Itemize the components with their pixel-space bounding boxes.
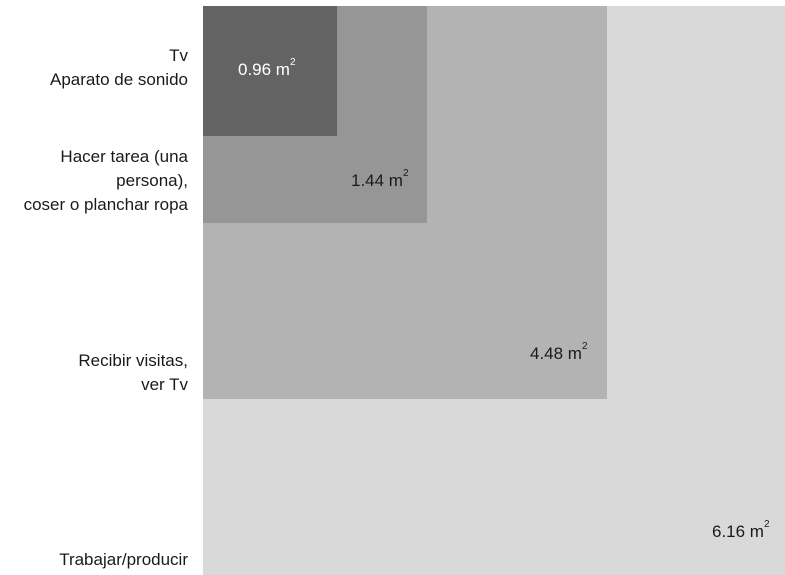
activity-line: Trabajar/producir bbox=[59, 550, 188, 569]
zone-3-activity-label: Recibir visitas, ver Tv bbox=[78, 349, 188, 397]
zone-4-activity-label: Trabajar/producir bbox=[59, 548, 188, 572]
activity-line: coser o planchar ropa bbox=[23, 195, 188, 214]
zone-2-area: 1.44 m2 bbox=[351, 168, 409, 190]
activity-line: ver Tv bbox=[141, 375, 188, 394]
zone-3-area: 4.48 m2 bbox=[530, 341, 588, 363]
activity-line: Aparato de sonido bbox=[50, 70, 188, 89]
activity-line: Recibir visitas, bbox=[78, 351, 188, 370]
zone-1-square bbox=[203, 6, 337, 136]
zone-1-area: 0.96 m2 bbox=[238, 57, 296, 79]
zone-2-activity-label: Hacer tarea (una persona), coser o planc… bbox=[24, 145, 188, 217]
zone-1-activity-label: Tv Aparato de sonido bbox=[50, 44, 188, 92]
activity-line: Tv bbox=[169, 46, 188, 65]
activity-line: persona), bbox=[116, 171, 188, 190]
zone-4-area: 6.16 m2 bbox=[712, 519, 770, 541]
activity-line: Hacer tarea (una bbox=[60, 147, 188, 166]
